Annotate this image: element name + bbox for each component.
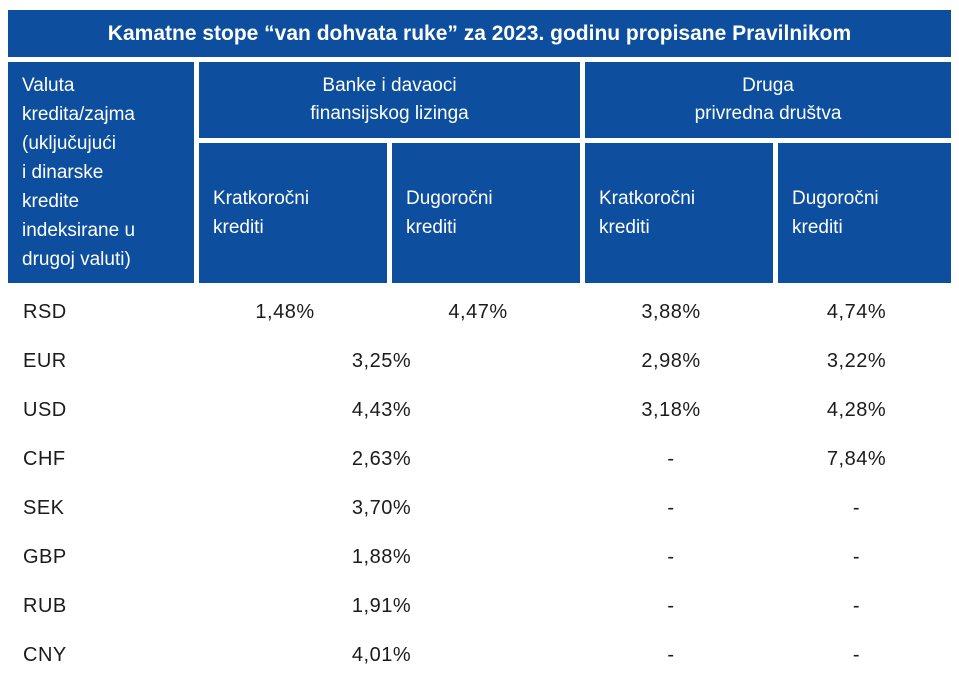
table-body: RSD 1,48% 4,47% 3,88% 4,74% EUR 3,25% 2,… <box>8 288 951 680</box>
cell-value-banks-long: 4,47% <box>448 301 508 323</box>
cell-currency: EUR <box>23 350 67 372</box>
cell-currency: GBP <box>23 546 67 568</box>
header-currency-column: Valuta kredita/zajma (uključujući i dina… <box>8 62 194 283</box>
cell-value-other-short: - <box>667 546 675 568</box>
header-sub-other-long: Dugoročni krediti <box>778 143 951 283</box>
header-sub-other-short: Kratkoročni krediti <box>585 143 773 283</box>
header-group-other: Druga privredna društva <box>585 62 951 138</box>
cell-value-other-short: - <box>667 497 675 519</box>
cell-value-other-long: - <box>852 644 861 666</box>
cell-value-other-long: 4,28% <box>826 399 887 421</box>
cell-currency: USD <box>23 399 67 421</box>
table-row-eur: EUR 3,25% 2,98% 3,22% <box>8 337 951 386</box>
header-sub-banks-long: Dugoročni krediti <box>392 143 580 283</box>
cell-currency: RUB <box>23 595 67 617</box>
table-row-chf: CHF 2,63% - 7,84% <box>8 435 951 484</box>
table-row-usd: USD 4,43% 3,18% 4,28% <box>8 386 951 435</box>
cell-currency: CHF <box>23 448 66 470</box>
table-row-cny: CNY 4,01% - - <box>8 631 951 680</box>
cell-value-other-long: - <box>852 595 861 617</box>
table-header: Valuta kredita/zajma (uključujući i dina… <box>8 62 951 283</box>
cell-currency: RSD <box>23 301 67 323</box>
header-group-banks: Banke i davaoci finansijskog lizinga <box>199 62 580 138</box>
cell-value-banks-merged: 1,88% <box>351 546 412 568</box>
table-row-sek: SEK 3,70% - - <box>8 484 951 533</box>
cell-value-other-short: 3,88% <box>641 301 701 323</box>
cell-value-banks-merged: 3,70% <box>351 497 412 519</box>
cell-value-banks-merged: 1,91% <box>351 595 412 617</box>
cell-value-other-short: 3,18% <box>641 399 701 421</box>
cell-value-other-long: - <box>852 497 861 519</box>
cell-value-other-short: - <box>667 448 675 470</box>
table-title: Kamatne stope “van dohvata ruke” za 2023… <box>8 10 951 57</box>
cell-value-other-short: - <box>667 595 675 617</box>
cell-value-banks-short: 1,48% <box>255 301 315 323</box>
table-row-rsd: RSD 1,48% 4,47% 3,88% 4,74% <box>8 288 951 337</box>
cell-currency: CNY <box>23 644 67 666</box>
cell-value-other-long: - <box>852 546 861 568</box>
cell-value-banks-merged: 4,01% <box>351 644 412 666</box>
cell-value-other-long: 3,22% <box>826 350 887 372</box>
cell-value-other-short: - <box>667 644 675 666</box>
cell-value-banks-merged: 4,43% <box>351 399 412 421</box>
cell-value-banks-merged: 2,63% <box>351 448 412 470</box>
cell-currency: SEK <box>23 497 65 519</box>
cell-value-banks-merged: 3,25% <box>351 350 412 372</box>
header-sub-banks-short: Kratkoročni krediti <box>199 143 387 283</box>
cell-value-other-long: 7,84% <box>826 448 887 470</box>
table-row-rub: RUB 1,91% - - <box>8 582 951 631</box>
cell-value-other-long: 4,74% <box>826 301 887 323</box>
cell-value-other-short: 2,98% <box>641 350 701 372</box>
table-row-gbp: GBP 1,88% - - <box>8 533 951 582</box>
